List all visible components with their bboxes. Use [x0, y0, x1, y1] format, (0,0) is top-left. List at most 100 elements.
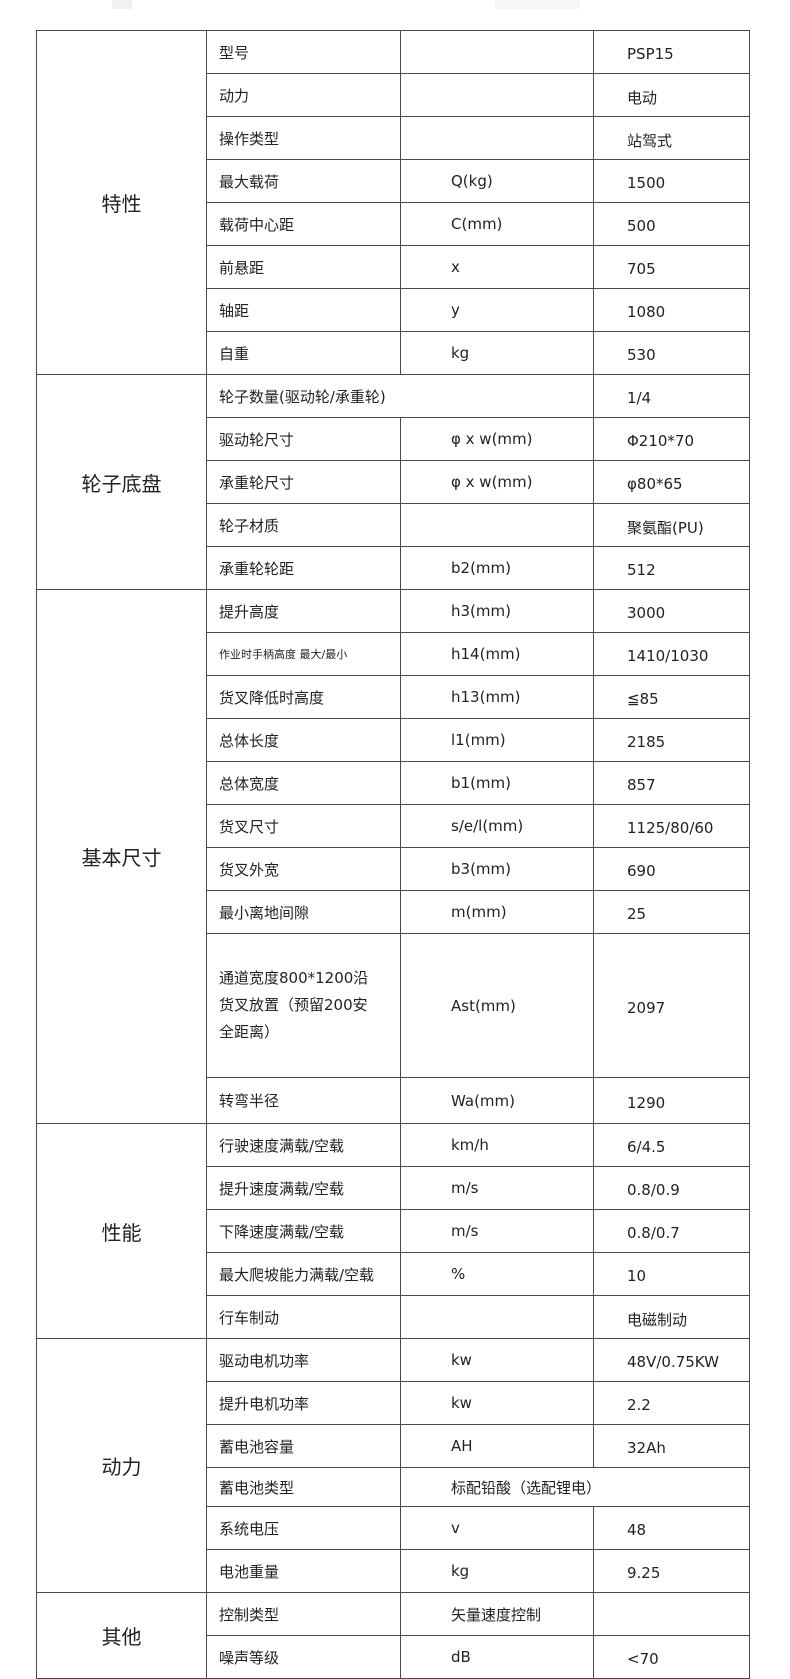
table-row: 货叉外宽 b3(mm) 690	[37, 847, 750, 891]
spec-value: 690	[593, 847, 750, 891]
spec-name: 轮子材质	[206, 503, 401, 547]
spec-symbol: b2(mm)	[400, 546, 594, 590]
table-row: 下降速度满载/空载 m/s 0.8/0.7	[37, 1209, 750, 1253]
spec-name: 型号	[206, 30, 401, 74]
section-label: 其他	[36, 1592, 207, 1679]
spec-value: <70	[593, 1635, 750, 1679]
table-row: 蓄电池类型 标配铅酸（选配锂电）	[37, 1467, 750, 1507]
spec-name: 通道宽度800*1200沿货叉放置（预留200安全距离）	[206, 933, 401, 1078]
table-row: 操作类型 站驾式	[37, 116, 750, 160]
spec-value: 857	[593, 761, 750, 805]
table-row: 前悬距 x 705	[37, 245, 750, 289]
spec-value: 25	[593, 890, 750, 934]
table-row: 作业时手柄高度 最大/最小 h14(mm) 1410/1030	[37, 632, 750, 676]
spec-symbol: y	[400, 288, 594, 332]
spec-symbol: v	[400, 1506, 594, 1550]
spec-value: 1125/80/60	[593, 804, 750, 848]
section-label: 性能	[36, 1123, 207, 1339]
spec-symbol: b3(mm)	[400, 847, 594, 891]
spec-symbol: Ast(mm)	[400, 933, 594, 1078]
spec-value: PSP15	[593, 30, 750, 74]
table-row: 承重轮轮距 b2(mm) 512	[37, 546, 750, 590]
table-row: 承重轮尺寸 φ x w(mm) φ80*65	[37, 460, 750, 504]
spec-table: 特性 型号 PSP15 动力 电动 操作类型 站驾式 最大载荷 Q(kg) 1500 载荷中心距 C(…	[36, 30, 750, 1679]
spec-name: 电池重量	[206, 1549, 401, 1593]
table-row: 蓄电池容量 AH 32Ah	[37, 1424, 750, 1468]
spec-name: 载荷中心距	[206, 202, 401, 246]
table-row: 行车制动 电磁制动	[37, 1295, 750, 1339]
spec-name: 最大载荷	[206, 159, 401, 203]
spec-symbol: C(mm)	[400, 202, 594, 246]
spec-value: 705	[593, 245, 750, 289]
spec-symbol: kg	[400, 1549, 594, 1593]
table-row: 性能 行驶速度满载/空载 km/h 6/4.5	[36, 1123, 750, 1339]
table-row: 轮子材质 聚氨酯(PU)	[37, 503, 750, 547]
spec-symbol: φ x w(mm)	[400, 417, 594, 461]
spec-name: 动力	[206, 73, 401, 117]
table-row: 通道宽度800*1200沿货叉放置（预留200安全距离） Ast(mm) 2097	[37, 933, 750, 1078]
spec-symbol: 标配铅酸（选配锂电）	[400, 1467, 750, 1507]
spec-symbol: l1(mm)	[400, 718, 594, 762]
spec-value: 32Ah	[593, 1424, 750, 1468]
spec-name: 蓄电池容量	[206, 1424, 401, 1468]
spec-name: 驱动电机功率	[206, 1338, 401, 1382]
spec-name: 承重轮轮距	[206, 546, 401, 590]
spec-symbol: km/h	[400, 1123, 594, 1167]
spec-name: 提升电机功率	[206, 1381, 401, 1425]
table-row: 轴距 y 1080	[37, 288, 750, 332]
spec-value: 1/4	[593, 374, 750, 418]
spec-value: 48	[593, 1506, 750, 1550]
spec-symbol: AH	[400, 1424, 594, 1468]
spec-value: 电动	[593, 73, 750, 117]
spec-name: 总体长度	[206, 718, 401, 762]
spec-name: 自重	[206, 331, 401, 375]
spec-name: 前悬距	[206, 245, 401, 289]
spec-value: 1500	[593, 159, 750, 203]
top-artifact	[112, 0, 132, 9]
spec-value: Φ210*70	[593, 417, 750, 461]
spec-symbol: 矢量速度控制	[400, 1592, 594, 1636]
table-row: 其他 控制类型 矢量速度控制	[36, 1592, 750, 1679]
spec-symbol: Q(kg)	[400, 159, 594, 203]
spec-value: ≦85	[593, 675, 750, 719]
spec-name: 提升高度	[206, 589, 401, 633]
spec-name: 转弯半径	[206, 1077, 401, 1124]
spec-value: 48V/0.75KW	[593, 1338, 750, 1382]
table-row: 载荷中心距 C(mm) 500	[37, 202, 750, 246]
spec-symbol: Wa(mm)	[400, 1077, 594, 1124]
spec-symbol	[400, 30, 594, 74]
spec-name: 行驶速度满载/空载	[206, 1123, 401, 1167]
spec-value: 2185	[593, 718, 750, 762]
spec-name: 货叉外宽	[206, 847, 401, 891]
spec-name: 蓄电池类型	[206, 1467, 401, 1507]
spec-name: 操作类型	[206, 116, 401, 160]
spec-name: 系统电压	[206, 1506, 401, 1550]
spec-value: 0.8/0.7	[593, 1209, 750, 1253]
spec-symbol	[400, 116, 594, 160]
spec-symbol: m/s	[400, 1209, 594, 1253]
spec-name: 下降速度满载/空载	[206, 1209, 401, 1253]
spec-symbol: kg	[400, 331, 594, 375]
table-row: 特性 型号 PSP15	[36, 30, 750, 375]
spec-value: 1410/1030	[593, 632, 750, 676]
table-row: 基本尺寸 提升高度 h3(mm) 3000	[36, 589, 750, 1124]
table-row: 动力 驱动电机功率 kw 48V/0.75KW	[36, 1338, 750, 1593]
spec-symbol: x	[400, 245, 594, 289]
section-label: 轮子底盘	[36, 374, 207, 590]
spec-value: 3000	[593, 589, 750, 633]
spec-value: 10	[593, 1252, 750, 1296]
spec-symbol	[400, 503, 594, 547]
spec-value: 0.8/0.9	[593, 1166, 750, 1210]
spec-symbol	[400, 73, 594, 117]
section-label: 特性	[36, 30, 207, 375]
top-artifact	[495, 0, 580, 9]
spec-symbol: %	[400, 1252, 594, 1296]
spec-symbol: h3(mm)	[400, 589, 594, 633]
spec-name: 轮子数量(驱动轮/承重轮)	[206, 374, 594, 418]
spec-value: 1080	[593, 288, 750, 332]
spec-value: 9.25	[593, 1549, 750, 1593]
spec-value: 2.2	[593, 1381, 750, 1425]
spec-symbol: kw	[400, 1381, 594, 1425]
spec-value: 电磁制动	[593, 1295, 750, 1339]
spec-symbol: b1(mm)	[400, 761, 594, 805]
